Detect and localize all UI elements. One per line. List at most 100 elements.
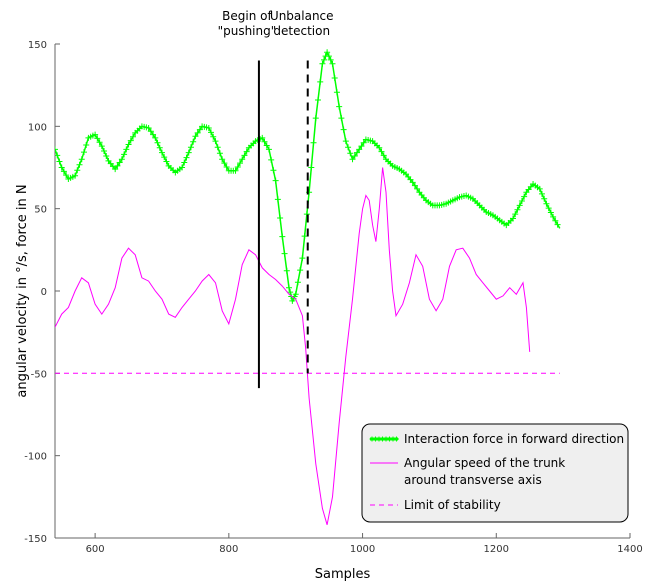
force-data-point bbox=[550, 213, 557, 220]
force-series-line bbox=[55, 50, 561, 304]
force-data-point bbox=[509, 215, 516, 222]
legend-box bbox=[361, 423, 629, 523]
force-data-point bbox=[308, 164, 315, 171]
force-data-point bbox=[552, 217, 559, 224]
force-data-point bbox=[112, 166, 119, 173]
y-axis-title: angular velocity in °/s, force in N bbox=[15, 184, 30, 397]
force-data-point bbox=[94, 135, 101, 142]
force-data-point bbox=[232, 167, 239, 174]
force-data-point bbox=[154, 139, 161, 146]
force-data-point bbox=[194, 129, 201, 136]
force-data-point bbox=[287, 289, 294, 296]
force-data-point bbox=[192, 133, 199, 140]
force-data-point bbox=[101, 148, 108, 155]
force-data-point bbox=[196, 126, 203, 133]
force-data-point bbox=[521, 193, 528, 200]
force-data-point bbox=[333, 89, 340, 96]
force-data-point bbox=[55, 146, 58, 153]
force-data-point bbox=[319, 60, 326, 67]
force-data-point bbox=[56, 158, 63, 165]
y-tick-label: 150 bbox=[28, 40, 47, 51]
legend: Interaction force in forward direction An… bbox=[361, 423, 629, 523]
x-axis-title: Samples bbox=[315, 567, 371, 581]
y-tick-label: -150 bbox=[24, 534, 47, 545]
legend-force-marker bbox=[394, 436, 399, 442]
force-data-point bbox=[292, 291, 299, 298]
force-data-point bbox=[116, 159, 123, 166]
force-data-point bbox=[538, 190, 545, 197]
force-data-point bbox=[545, 205, 552, 212]
force-data-point bbox=[409, 179, 416, 186]
force-data-point bbox=[83, 141, 90, 148]
force-data-point bbox=[274, 196, 281, 203]
force-data-point bbox=[223, 163, 230, 170]
force-data-point bbox=[236, 160, 243, 167]
unbalance-detection-label: detection bbox=[273, 24, 330, 38]
force-data-point bbox=[181, 159, 188, 166]
y-tick-label: -100 bbox=[24, 452, 47, 463]
y-tick-label: 100 bbox=[28, 122, 47, 133]
x-tick-label: 600 bbox=[86, 544, 105, 555]
force-data-point bbox=[347, 150, 354, 157]
force-data-point bbox=[210, 133, 217, 140]
force-data-point bbox=[219, 156, 226, 163]
force-data-point bbox=[263, 142, 270, 149]
force-data-point bbox=[158, 149, 165, 156]
y-tick-label: 50 bbox=[34, 205, 47, 216]
force-data-point bbox=[243, 148, 250, 155]
force-data-point bbox=[279, 233, 286, 240]
force-data-point bbox=[514, 206, 521, 213]
y-tick-label: -50 bbox=[31, 369, 47, 380]
force-data-point bbox=[358, 143, 365, 150]
force-data-point bbox=[541, 195, 548, 202]
force-data-point bbox=[183, 154, 190, 161]
force-data-point bbox=[80, 149, 87, 156]
force-data-point bbox=[163, 158, 170, 165]
force-data-point bbox=[321, 56, 328, 63]
force-data-point bbox=[150, 131, 157, 138]
force-data-point bbox=[518, 197, 525, 204]
force-data-point bbox=[270, 167, 277, 174]
force-data-point bbox=[331, 75, 338, 82]
force-data-point bbox=[349, 156, 356, 163]
force-data-point bbox=[185, 149, 192, 156]
force-data-point bbox=[241, 152, 248, 159]
force-data-point bbox=[208, 129, 215, 136]
force-data-point bbox=[103, 152, 110, 159]
force-data-point bbox=[145, 124, 152, 131]
angular-speed-series-line bbox=[55, 167, 531, 525]
force-data-point bbox=[378, 148, 385, 155]
force-data-point bbox=[340, 126, 347, 133]
force-data-point bbox=[314, 96, 321, 103]
force-data-point bbox=[60, 168, 67, 175]
force-data-point bbox=[310, 139, 317, 146]
force-data-point bbox=[536, 185, 543, 192]
x-tick-label: 1400 bbox=[617, 544, 642, 555]
x-tick-label: 1000 bbox=[350, 544, 375, 555]
force-data-point bbox=[179, 164, 186, 171]
force-data-point bbox=[96, 139, 103, 146]
force-data-point bbox=[360, 139, 367, 146]
force-data-point bbox=[512, 211, 519, 218]
force-data-point bbox=[380, 152, 387, 159]
force-data-point bbox=[329, 60, 336, 67]
force-data-point bbox=[283, 267, 290, 274]
force-data-point bbox=[78, 156, 85, 163]
force-data-point bbox=[216, 150, 223, 157]
force-data-point bbox=[205, 124, 212, 131]
force-data-point bbox=[234, 163, 241, 170]
force-data-point bbox=[325, 53, 332, 60]
force-data-point bbox=[55, 152, 61, 159]
force-data-point bbox=[130, 133, 137, 140]
force-data-point bbox=[327, 56, 334, 63]
force-data-point bbox=[187, 144, 194, 151]
force-data-point bbox=[516, 202, 523, 209]
force-data-point bbox=[286, 284, 293, 291]
unbalance-detection-label: Unbalance bbox=[270, 9, 334, 23]
force-data-point bbox=[336, 103, 343, 110]
legend-entry-angular-speed-label-line2: around transverse axis bbox=[404, 473, 542, 487]
force-data-point bbox=[338, 115, 345, 122]
force-data-point bbox=[259, 134, 266, 141]
